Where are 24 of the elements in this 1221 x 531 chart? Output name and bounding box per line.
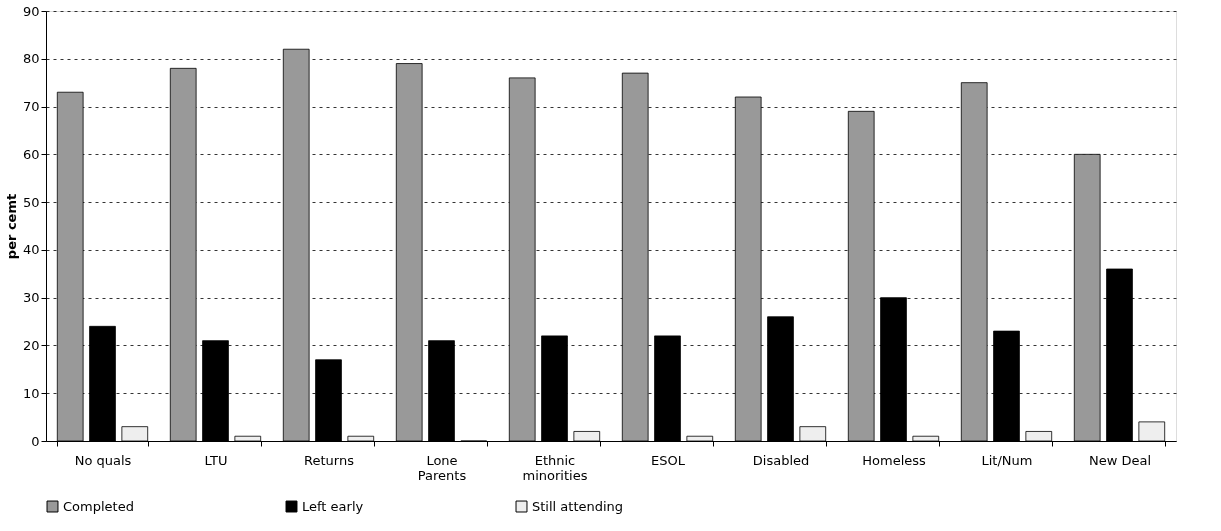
y-tick-label: 10: [22, 385, 40, 401]
x-tick-label: LTU: [204, 452, 228, 468]
x-tick-label: ESOL: [651, 452, 686, 468]
x-tick-label: Homeless: [862, 452, 926, 468]
x-tick-label: Lit/Num: [981, 452, 1033, 468]
x-tick-label: Lone Parents: [417, 452, 467, 483]
y-tick-label: 40: [22, 242, 40, 258]
y-axis-title: per cemt: [3, 193, 19, 260]
y-tick-label: 50: [22, 194, 40, 210]
y-tick-label: 70: [22, 99, 40, 115]
x-tick-label: Ethnic minorities: [522, 452, 588, 483]
x-tick-label: New Deal: [1088, 452, 1152, 468]
x-tick-label: Returns: [304, 452, 355, 468]
legend-label: Still attending: [532, 498, 624, 514]
x-tick-label: Disabled: [752, 452, 810, 468]
y-tick-label: 30: [22, 290, 40, 306]
legend-label: Completed: [63, 498, 134, 514]
y-tick-label: 60: [22, 146, 40, 162]
x-tick-label: No quals: [74, 452, 132, 468]
legend-label: Left early: [302, 498, 364, 514]
y-tick-label: 0: [31, 433, 40, 449]
y-tick-label: 90: [22, 3, 40, 19]
y-tick-label: 80: [22, 51, 40, 67]
y-tick-label: 20: [22, 337, 40, 353]
